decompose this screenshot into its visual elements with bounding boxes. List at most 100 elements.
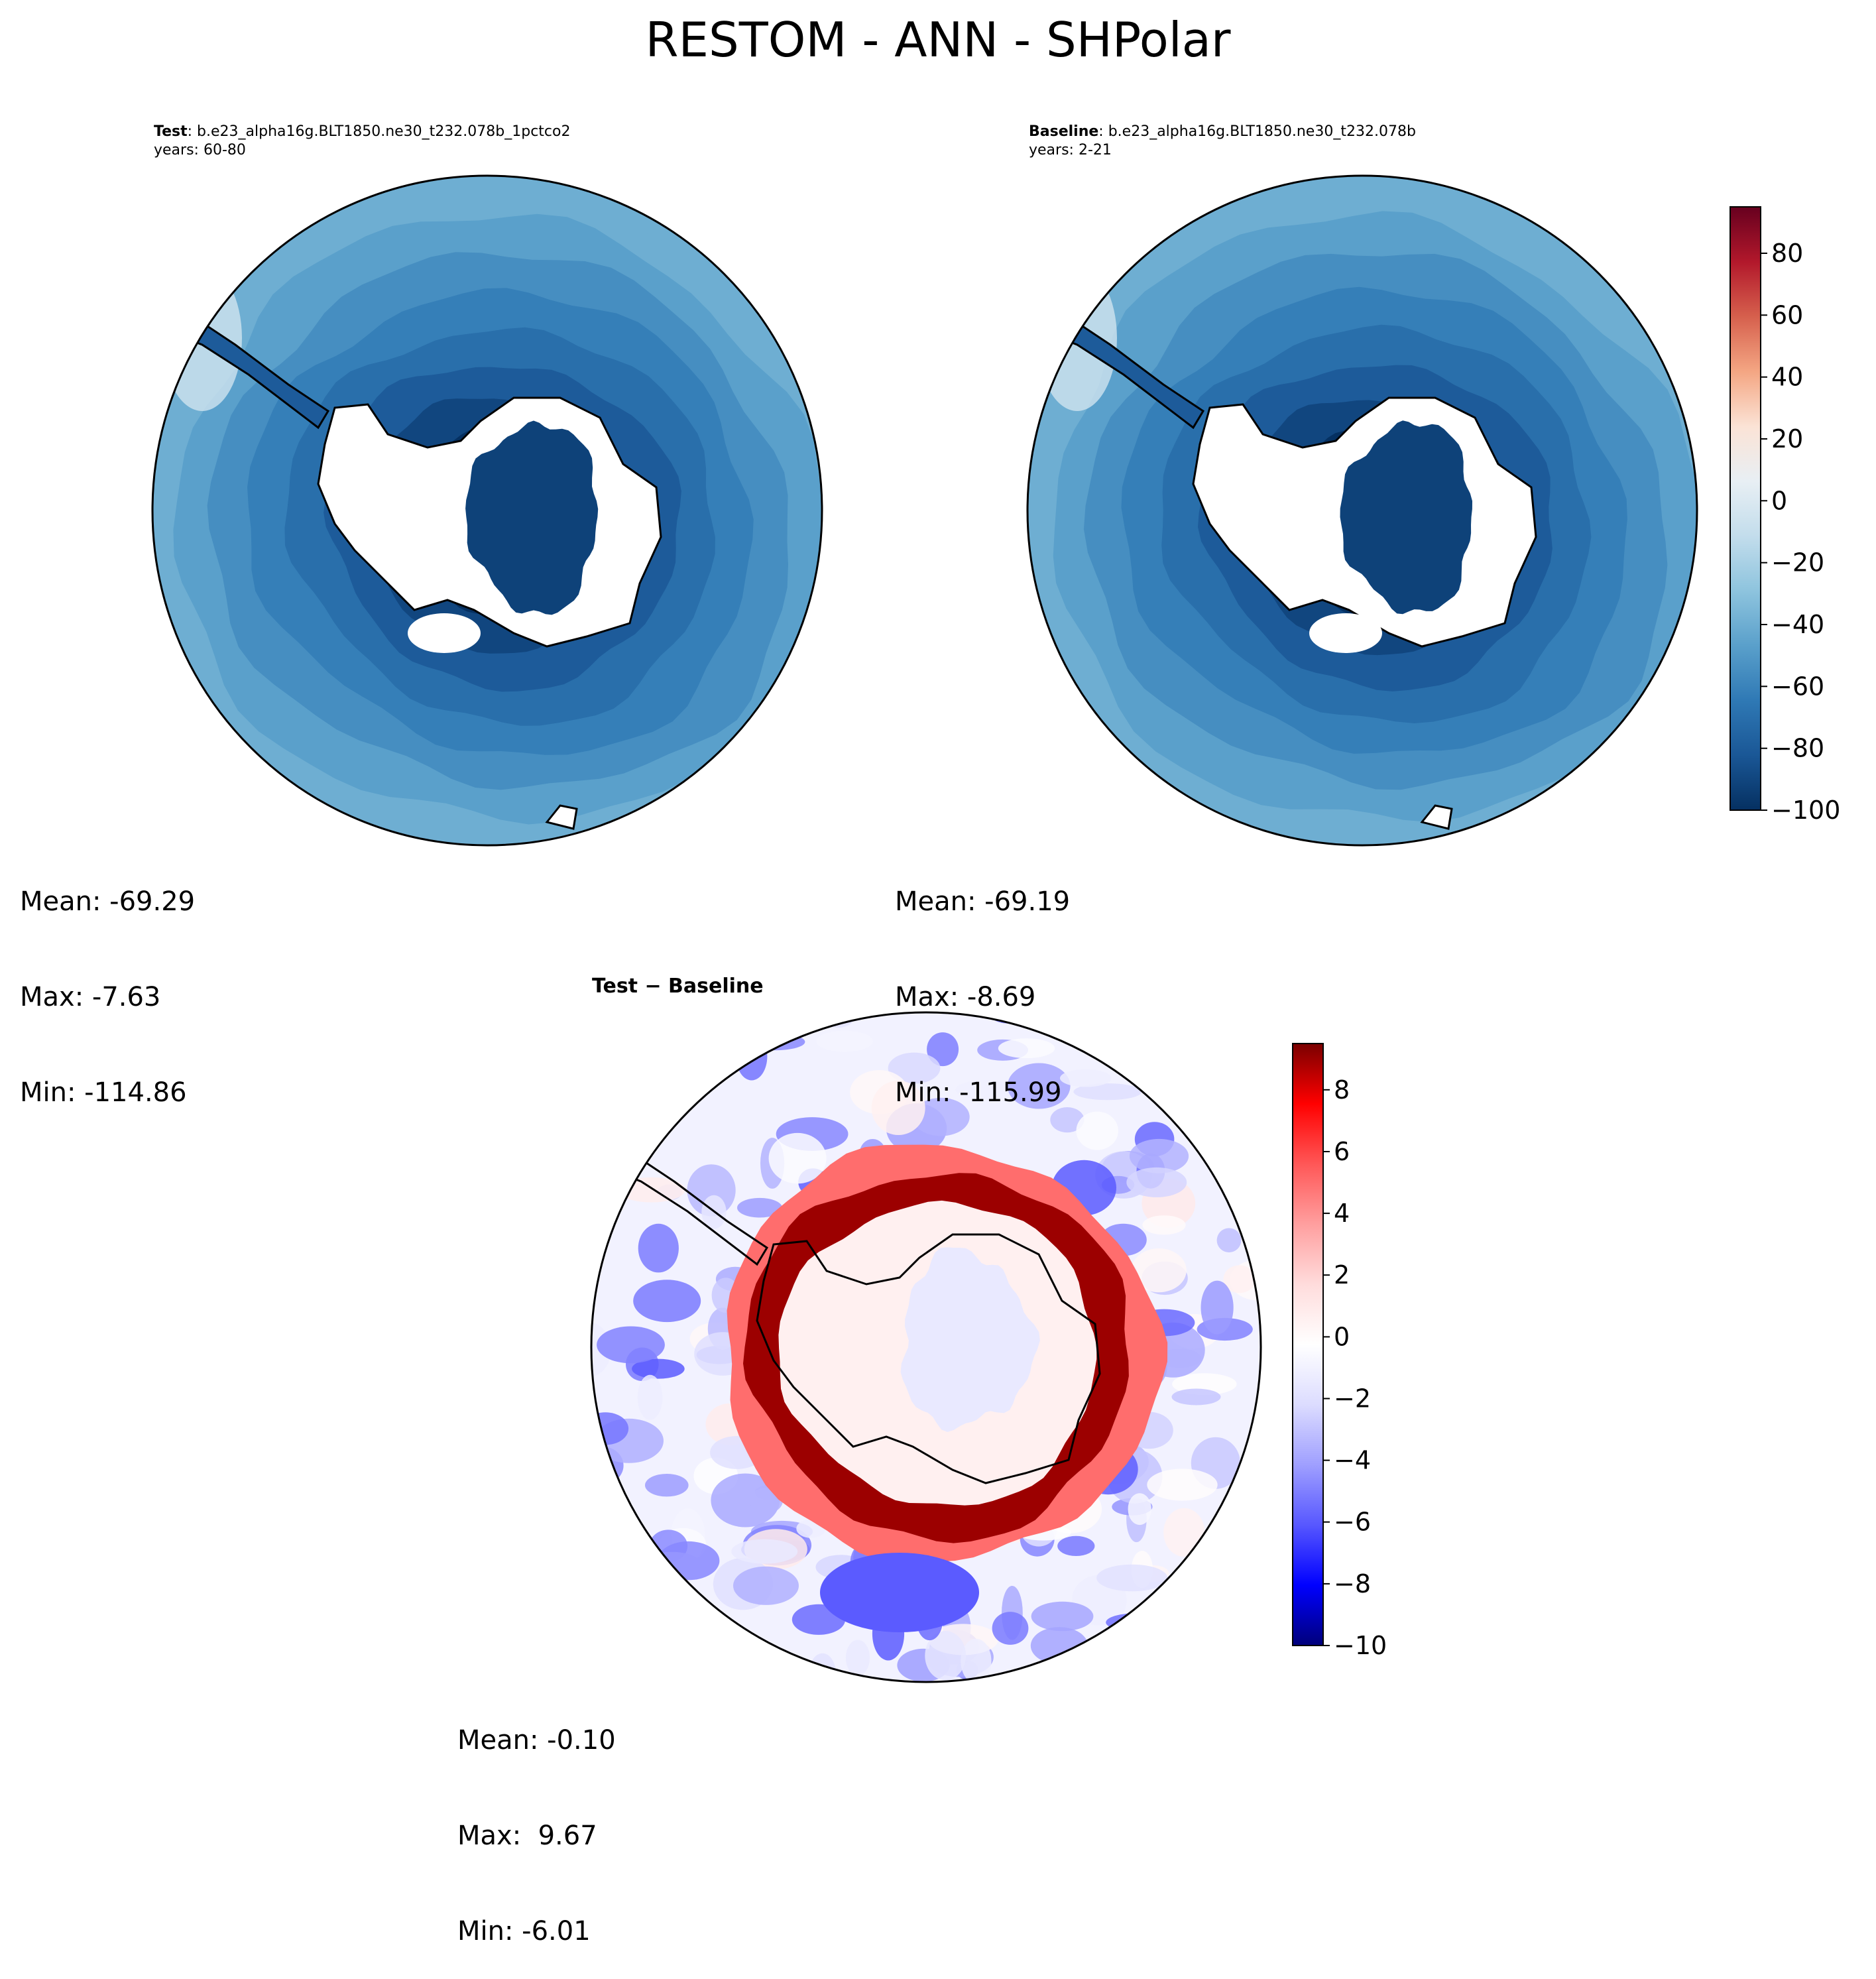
test-years: years: 60-80 (154, 142, 246, 158)
diff-blob (1142, 1215, 1186, 1235)
abs-colorbar-tick-label: −60 (1771, 672, 1824, 701)
abs-colorbar-tick-label: −40 (1771, 610, 1824, 639)
diff-blob (1126, 1167, 1187, 1197)
diff-blob (1057, 1535, 1095, 1556)
diff-blob (871, 1081, 925, 1135)
diff-blob (637, 1374, 663, 1420)
diff-interior-low (900, 1247, 1040, 1432)
abs-colorbar-tick-label: −80 (1771, 734, 1824, 763)
diff-blob (768, 1132, 827, 1184)
diff-blob (992, 1612, 1029, 1645)
diff-colorbar-tick-label: −10 (1334, 1631, 1387, 1660)
diff-blob (1128, 1493, 1151, 1526)
diff-blob (845, 1640, 870, 1676)
diff-blob (731, 1539, 798, 1564)
diff-blob (591, 1322, 611, 1377)
diff-colorbar-tick-label: −8 (1334, 1569, 1371, 1598)
diff-blob (1050, 1107, 1085, 1133)
baseline-ice-shelf (1309, 613, 1382, 653)
diff-blob (1163, 1508, 1205, 1557)
diff-blob (736, 1032, 768, 1081)
diff-coastline (756, 1233, 1101, 1484)
diff-blob (737, 1197, 782, 1218)
baseline-min: Min: -115.99 (895, 1077, 1062, 1108)
diff-blob (645, 1474, 689, 1497)
diff-blob (912, 1097, 970, 1136)
diff-title: Test − Baseline (592, 975, 764, 998)
test-island (545, 804, 578, 830)
baseline-map-frame (1026, 174, 1698, 847)
baseline-mean: Mean: -69.19 (895, 886, 1071, 917)
abs-colorbar-tick-label: 40 (1771, 363, 1803, 392)
test-min: Min: -114.86 (20, 1077, 187, 1108)
test-subtitle: Test: b.e23_alpha16g.BLT1850.ne30_t232.0… (154, 123, 570, 160)
diff-blob (1007, 1063, 1071, 1109)
diff-blob (809, 1653, 837, 1682)
abs-colorbar-tick-label: −100 (1771, 796, 1840, 825)
diff-mean: Mean: -0.10 (457, 1725, 616, 1756)
diff-colorbar-tick-label: 2 (1334, 1260, 1350, 1289)
baseline-years: years: 2-21 (1029, 142, 1112, 158)
diff-max: Max: 9.67 (457, 1821, 597, 1851)
diff-blob (1171, 1388, 1221, 1406)
diff-colorbar-tick-label: 8 (1334, 1075, 1350, 1105)
abs-colorbar-tick-label: 0 (1771, 486, 1787, 515)
diff-colorbar-tick-label: 4 (1334, 1199, 1350, 1228)
abs-colorbar-tick-label: 60 (1771, 300, 1803, 330)
diff-blob (632, 1358, 685, 1379)
diff-colorbar: −10 −8 −6 −4 −2 0 2 4 6 8 (1292, 1043, 1387, 1660)
diff-map-frame (590, 1011, 1262, 1683)
diff-blob (1147, 1469, 1218, 1501)
diff-stats: Mean: -0.10 Max: 9.67 Min: -6.01 (457, 1661, 616, 1979)
abs-colorbar-tick-label: 20 (1771, 424, 1803, 453)
abs-colorbar: −100 −80 −60 −40 −20 0 20 40 60 80 (1729, 206, 1840, 825)
diff-blob (955, 1080, 1016, 1100)
diff-colorbar-tick-label: −6 (1334, 1508, 1371, 1537)
diff-blob (1223, 1265, 1256, 1293)
diff-blob (1131, 1248, 1187, 1293)
diff-blob (597, 1326, 665, 1364)
test-label: Test (154, 123, 188, 140)
diff-colorbar-tick-label: −4 (1334, 1446, 1371, 1475)
baseline-east-basin (1340, 420, 1472, 615)
diff-blob (1031, 1601, 1094, 1632)
test-ice-shelf (408, 613, 481, 653)
diff-blob (961, 1638, 992, 1682)
abs-colorbar-bar (1729, 206, 1761, 811)
baseline-island (1420, 804, 1453, 830)
diff-blob (1073, 1083, 1142, 1101)
baseline-case-name: : b.e23_alpha16g.BLT1850.ne30_t232.078b (1098, 123, 1416, 140)
diff-blob (1060, 1069, 1112, 1087)
diff-blob (888, 1052, 941, 1084)
diff-blob (1129, 1138, 1189, 1173)
diff-colorbar-tick-label: 6 (1334, 1137, 1350, 1166)
diff-blob (816, 1030, 873, 1052)
figure-title: RESTOM - ANN - SHPolar (645, 12, 1231, 68)
diff-blob (1201, 1280, 1234, 1335)
test-map (152, 176, 822, 845)
diff-min: Min: -6.01 (457, 1916, 591, 1947)
baseline-label: Baseline (1029, 123, 1099, 140)
test-stats: Mean: -69.29 Max: -7.63 Min: -114.86 (20, 822, 195, 1140)
test-max: Max: -7.63 (20, 982, 161, 1012)
diff-blob (927, 1032, 959, 1067)
diff-neg-patch (820, 1553, 979, 1632)
diff-blob (633, 1280, 701, 1323)
diff-peninsula (591, 1134, 769, 1266)
test-map-frame (151, 174, 823, 847)
diff-blob (1096, 1564, 1168, 1592)
baseline-map (1027, 176, 1697, 845)
baseline-max: Max: -8.69 (895, 982, 1036, 1012)
diff-blob (733, 1566, 799, 1605)
baseline-stats: Mean: -69.19 Max: -8.69 Min: -115.99 (895, 822, 1070, 1140)
test-case-name: : b.e23_alpha16g.BLT1850.ne30_t232.078b_… (187, 123, 571, 140)
baseline-peninsula (1027, 297, 1205, 430)
test-east-basin (465, 420, 599, 615)
diff-blob (1076, 1111, 1118, 1150)
diff-colorbar-tick-label: 0 (1334, 1322, 1350, 1351)
diff-blob (1216, 1228, 1242, 1252)
abs-colorbar-tick-label: −20 (1771, 548, 1824, 577)
baseline-subtitle: Baseline: b.e23_alpha16g.BLT1850.ne30_t2… (1029, 123, 1416, 160)
diff-blob (711, 1473, 780, 1528)
